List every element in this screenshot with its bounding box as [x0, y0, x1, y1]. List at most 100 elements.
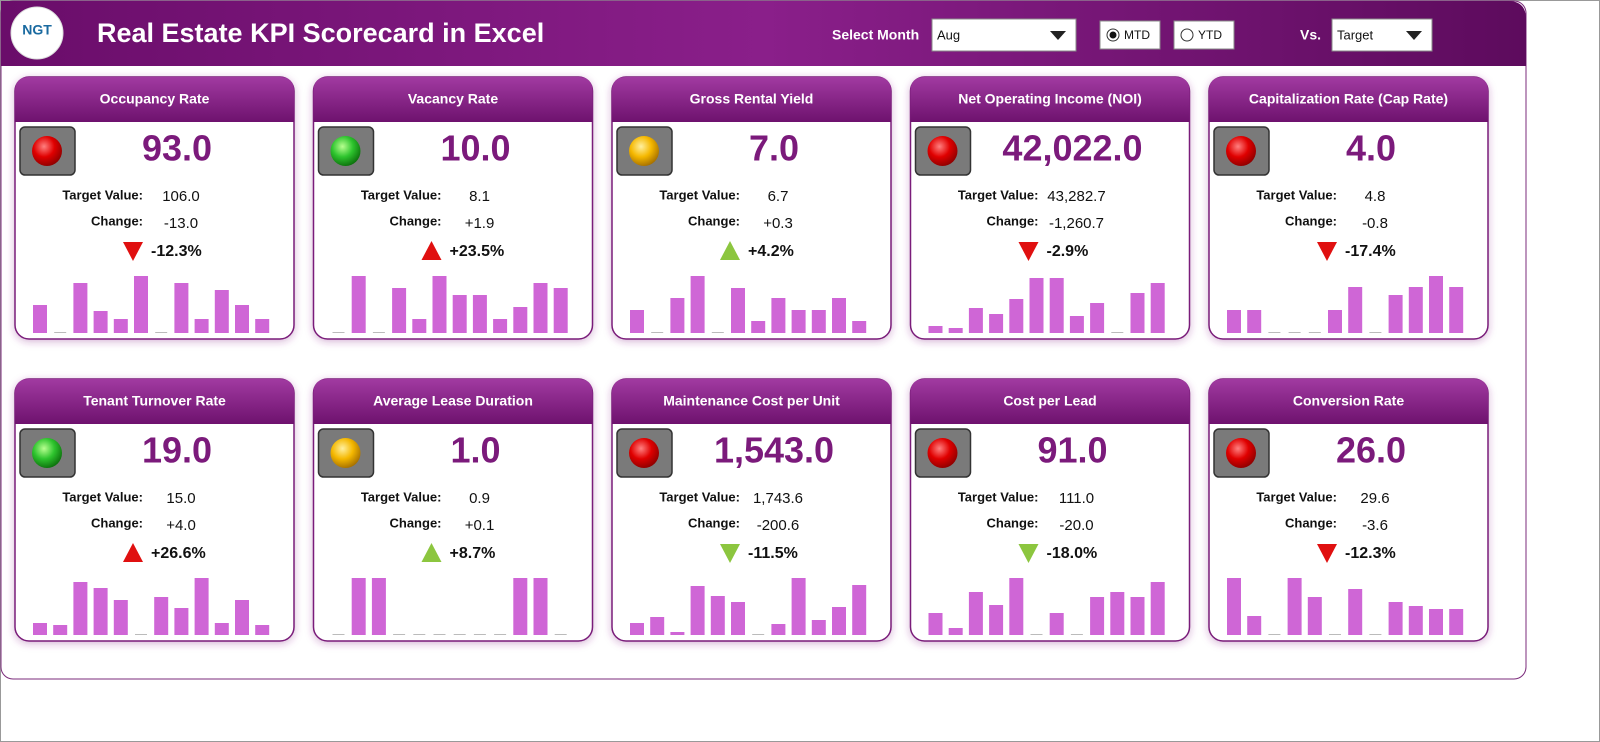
spark-bar: [1069, 316, 1084, 333]
card-header: [910, 77, 1190, 122]
spark-bar: [690, 276, 705, 333]
spark-bar: [670, 298, 685, 333]
spark-bar: [948, 328, 963, 333]
card-header: [313, 77, 593, 122]
change-label: Change:: [1285, 213, 1337, 228]
trend-arrow: [720, 241, 740, 260]
spark-bar: [1287, 578, 1302, 635]
spark-bar: [791, 578, 806, 635]
spark-bar: [513, 578, 528, 635]
month-dropdown[interactable]: [931, 18, 1077, 52]
trend-arrow: [1317, 242, 1337, 261]
vs-label: Vs.: [1300, 27, 1321, 43]
spark-bar: [1009, 299, 1024, 333]
spark-bar: [371, 578, 386, 635]
spark-bar: [1348, 287, 1363, 333]
kpi-card: Cost per Lead 91.0 Target Value: 111.0 Chang…: [909, 378, 1191, 642]
card-title: Cost per Lead: [1003, 393, 1096, 409]
spark-bar: [351, 276, 366, 333]
spark-bar: [73, 283, 88, 333]
percent-change: -11.5%: [748, 545, 798, 562]
target-value: 6.7: [768, 188, 789, 205]
spark-bar: [811, 310, 826, 333]
target-label: Target Value:: [1256, 489, 1337, 504]
spark-bar: [113, 319, 128, 333]
target-value: 1,743.6: [753, 490, 803, 507]
spark-bar: [1130, 597, 1145, 635]
change-value: -0.8: [1362, 215, 1388, 232]
card-title: Tenant Turnover Rate: [83, 393, 226, 409]
spark-bar: [1090, 597, 1105, 635]
spark-bar: [533, 578, 548, 635]
kpi-card: Maintenance Cost per Unit 1,543.0 Target V…: [611, 378, 892, 642]
spark-bar: [533, 283, 548, 333]
kpi-value: 1,543.0: [714, 430, 834, 471]
card-header: [15, 77, 294, 122]
spark-bar: [255, 319, 270, 333]
percent-change: -18.0%: [1047, 545, 1098, 562]
trend-arrow: [720, 544, 740, 563]
target-label: Target Value:: [958, 489, 1039, 504]
spark-bar: [214, 623, 229, 635]
change-value: +1.9: [465, 215, 495, 232]
logo: [10, 6, 64, 60]
spark-bar: [412, 319, 427, 333]
spark-bar: [771, 298, 786, 333]
kpi-value: 10.0: [440, 128, 510, 169]
status-light: [629, 438, 659, 468]
spark-bar: [1408, 606, 1423, 635]
spark-bar: [710, 596, 725, 635]
spark-bar: [989, 314, 1004, 333]
dropdown-arrow: [1406, 31, 1422, 40]
kpi-card: Conversion Rate 26.0 Target Value: 29.6 Chan…: [1208, 378, 1489, 642]
card-header: [313, 379, 593, 424]
spark-bar: [493, 319, 508, 333]
change-label: Change:: [91, 515, 143, 530]
status-light: [927, 136, 958, 166]
card-header: [910, 379, 1190, 424]
change-value: -1,260.7: [1049, 215, 1104, 232]
trend-arrow: [1317, 544, 1337, 563]
spark-bar: [1090, 303, 1105, 333]
trend-arrow: [421, 241, 442, 260]
percent-change: +26.6%: [151, 545, 206, 562]
spark-bar: [174, 608, 189, 635]
spark-bar: [630, 623, 644, 635]
spark-bar: [1009, 578, 1024, 635]
kpi-card: Tenant Turnover Rate 19.0 Target Value: 15.…: [14, 378, 295, 642]
dropdown-arrow: [1050, 31, 1066, 40]
kpi-value: 1.0: [450, 430, 500, 471]
card-title: Occupancy Rate: [100, 91, 210, 107]
spark-bar: [1408, 287, 1423, 333]
kpi-card: Vacancy Rate 10.0 Target Value: 8.1 Change: +…: [312, 76, 594, 340]
spark-bar: [832, 298, 846, 333]
vs-value: Target: [1337, 27, 1374, 42]
percent-change: -17.4%: [1345, 243, 1396, 260]
title: Real Estate KPI Scorecard in Excel: [97, 18, 544, 48]
change-label: Change:: [688, 515, 740, 530]
spark-bar: [235, 305, 249, 333]
spark-bar: [968, 592, 983, 635]
spark-bar: [751, 321, 766, 333]
kpi-value: 19.0: [142, 430, 212, 471]
spark-bar: [33, 305, 47, 333]
spark-bar: [771, 624, 786, 635]
radio: [1180, 28, 1194, 42]
spark-bar: [432, 276, 447, 333]
spark-bar: [968, 308, 983, 333]
target-label: Target Value:: [659, 187, 740, 202]
spark-bar: [832, 607, 846, 635]
spark-bar: [731, 602, 745, 635]
spark-bar: [690, 586, 705, 635]
target-label: Target Value:: [62, 187, 143, 202]
target-value: 29.6: [1360, 490, 1389, 507]
spark-bar: [1049, 278, 1064, 333]
spark-bar: [852, 321, 867, 333]
kpi-card: Occupancy Rate 93.0 Target Value: 106.0 Chan…: [14, 76, 295, 340]
spark-bar: [1449, 609, 1464, 635]
target-value: 106.0: [162, 188, 200, 205]
kpi-card: Gross Rental Yield 7.0 Target Value: 6.7 Cha…: [611, 76, 892, 340]
target-value: 15.0: [166, 490, 195, 507]
spark-bar: [1110, 592, 1125, 635]
spark-bar: [989, 605, 1004, 635]
